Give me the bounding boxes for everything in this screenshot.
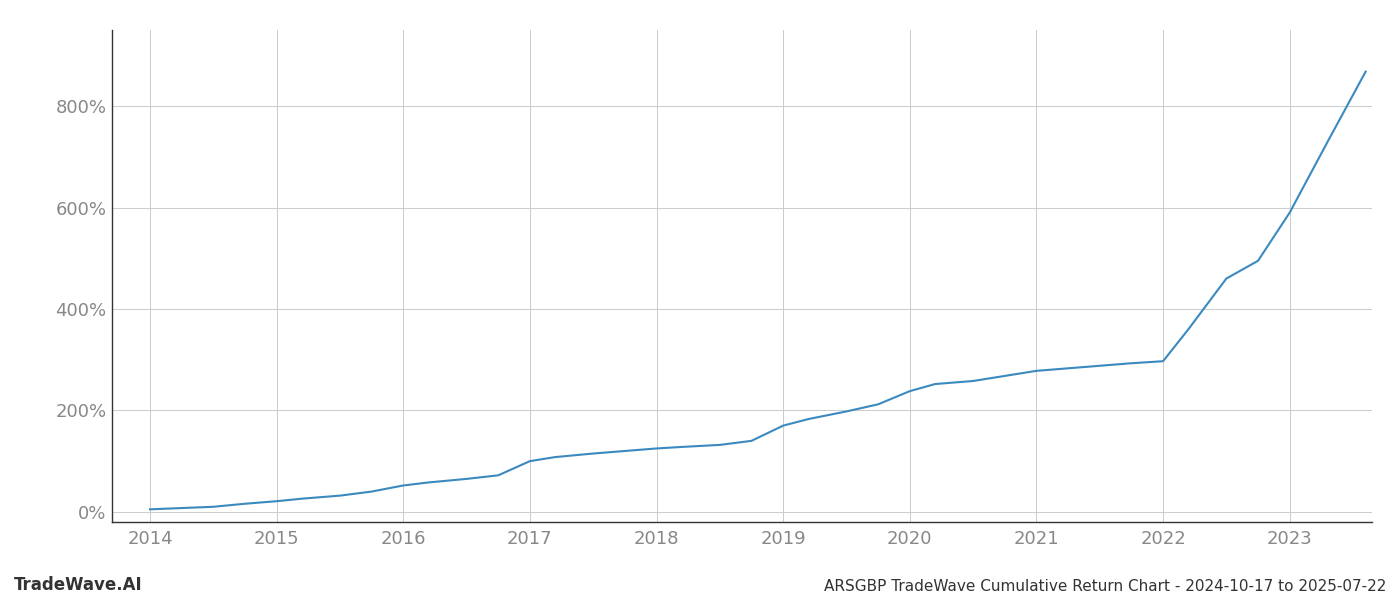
Text: TradeWave.AI: TradeWave.AI <box>14 576 143 594</box>
Text: ARSGBP TradeWave Cumulative Return Chart - 2024-10-17 to 2025-07-22: ARSGBP TradeWave Cumulative Return Chart… <box>823 579 1386 594</box>
